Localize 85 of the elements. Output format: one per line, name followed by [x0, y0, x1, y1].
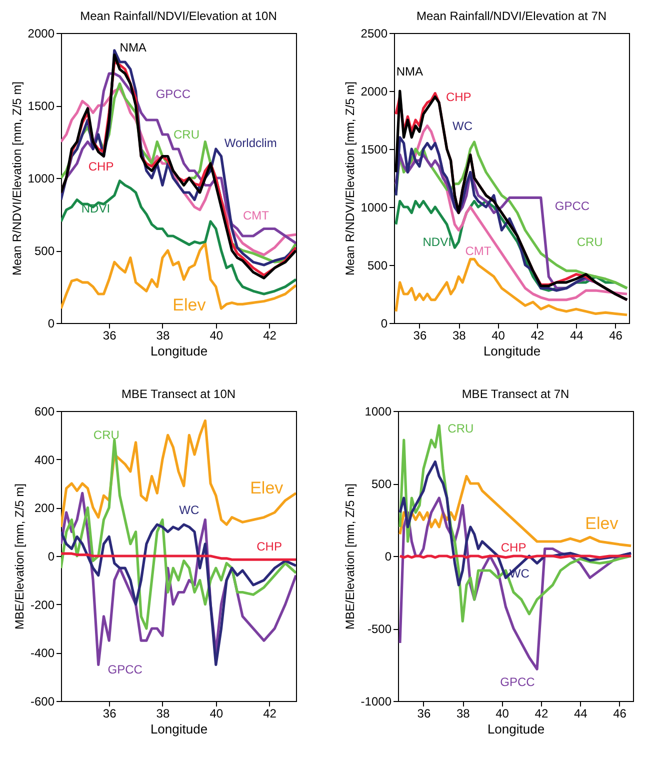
x-tick-label: 40	[496, 706, 510, 720]
series-label: Elev	[172, 296, 206, 315]
y-axis-title: MBE/Elevation [mm, Z/5 m]	[12, 483, 26, 630]
series-label: CRU	[576, 234, 603, 249]
line-series	[61, 523, 296, 666]
x-tick-label: 40	[492, 328, 506, 342]
series-label: CRU	[93, 428, 120, 442]
x-tick-label: 44	[574, 706, 588, 720]
x-axis-title: Longitude	[150, 344, 208, 358]
chart-title: MBE Transect at 7N	[462, 387, 570, 401]
series-label: CHP	[88, 159, 114, 174]
line-series	[61, 438, 296, 630]
y-axis-title: Mean R/NDVI/Elevation [mm, Z/5 m]	[342, 81, 357, 276]
y-axis-title: MBE/Elevation [mm, Z/5 m]	[342, 483, 357, 630]
y-tick-label: 0	[48, 316, 55, 330]
y-tick-label: 1000	[360, 200, 388, 214]
x-tick-label: 38	[156, 328, 170, 342]
series-label: WC	[179, 503, 200, 518]
y-tick-label: 0	[384, 550, 392, 564]
x-tick-label: 36	[413, 328, 427, 342]
line-series	[61, 552, 296, 561]
series-label: GPCC	[156, 86, 191, 101]
chart-title: Mean Rainfall/NDVI/Elevation at 7N	[416, 9, 607, 23]
y-tick-label: -200	[30, 598, 55, 612]
line-series	[61, 180, 296, 296]
x-tick-label: 36	[102, 706, 117, 720]
x-axis-title: Longitude	[487, 722, 545, 736]
x-tick-label: 44	[570, 328, 584, 342]
series-label: CRU	[174, 128, 200, 142]
series-label: WC	[452, 118, 473, 133]
series-label: CRU	[448, 421, 474, 436]
x-tick-label: 46	[613, 706, 627, 720]
y-tick-label: 500	[367, 258, 388, 272]
series-label: GPCC	[554, 198, 590, 213]
y-tick-label: 1000	[364, 404, 392, 418]
series-label: Elev	[585, 514, 619, 534]
x-tick-label: 42	[534, 706, 548, 720]
x-tick-label: 38	[452, 328, 466, 342]
x-tick-label: 38	[156, 706, 170, 720]
line-series	[394, 258, 628, 316]
x-tick-label: 38	[456, 706, 470, 720]
y-tick-label: 600	[34, 404, 55, 418]
x-tick-label: 36	[417, 706, 431, 720]
x-tick-label: 36	[102, 328, 117, 342]
series-label: CHP	[446, 90, 472, 104]
series-label: GPCC	[500, 675, 536, 690]
chart-title: Mean Rainfall/NDVI/Elevation at 10N	[80, 9, 277, 23]
y-tick-label: 0	[380, 316, 388, 330]
series-label: NDVI	[422, 234, 452, 249]
line-series	[61, 242, 296, 310]
y-tick-label: -600	[30, 694, 55, 708]
x-tick-label: 42	[263, 328, 277, 342]
y-tick-label: 1500	[360, 142, 388, 156]
series-label: GPCC	[108, 662, 143, 677]
y-tick-label: 2000	[360, 84, 388, 98]
x-tick-label: 42	[263, 706, 277, 720]
y-tick-label: -400	[30, 646, 55, 660]
series-label: CHP	[500, 540, 526, 554]
y-tick-label: 1000	[28, 172, 55, 186]
y-tick-label: 500	[34, 244, 55, 258]
y-tick-label: 500	[371, 477, 392, 491]
series-label: NMA	[396, 64, 424, 78]
x-tick-label: 46	[609, 328, 623, 342]
chart-title: MBE Transect at 10N	[121, 387, 236, 401]
x-tick-label: 40	[210, 328, 224, 342]
series-label: NMA	[120, 40, 146, 54]
y-tick-label: 200	[34, 501, 55, 516]
y-axis-title: Mean R/NDVI/Elevation [mm, Z/5 m]	[10, 81, 24, 276]
y-tick-label: 2000	[28, 26, 55, 40]
x-tick-label: 40	[210, 706, 224, 720]
series-label: Elev	[250, 478, 284, 498]
x-axis-title: Longitude	[150, 722, 208, 736]
x-axis-title: Longitude	[483, 344, 541, 358]
x-tick-label: 42	[530, 328, 544, 342]
y-tick-label: 400	[34, 452, 55, 467]
y-tick-label: -500	[367, 622, 392, 636]
series-label: CMT	[242, 208, 270, 223]
y-tick-label: 0	[48, 550, 55, 564]
series-label: CHP	[256, 539, 282, 554]
series-label: Worldclim	[224, 136, 277, 150]
y-tick-label: 1500	[28, 99, 55, 113]
y-tick-label: 2500	[360, 26, 388, 40]
line-series	[61, 419, 296, 528]
y-tick-label: -1000	[360, 694, 392, 708]
series-label: CMT	[465, 244, 492, 258]
